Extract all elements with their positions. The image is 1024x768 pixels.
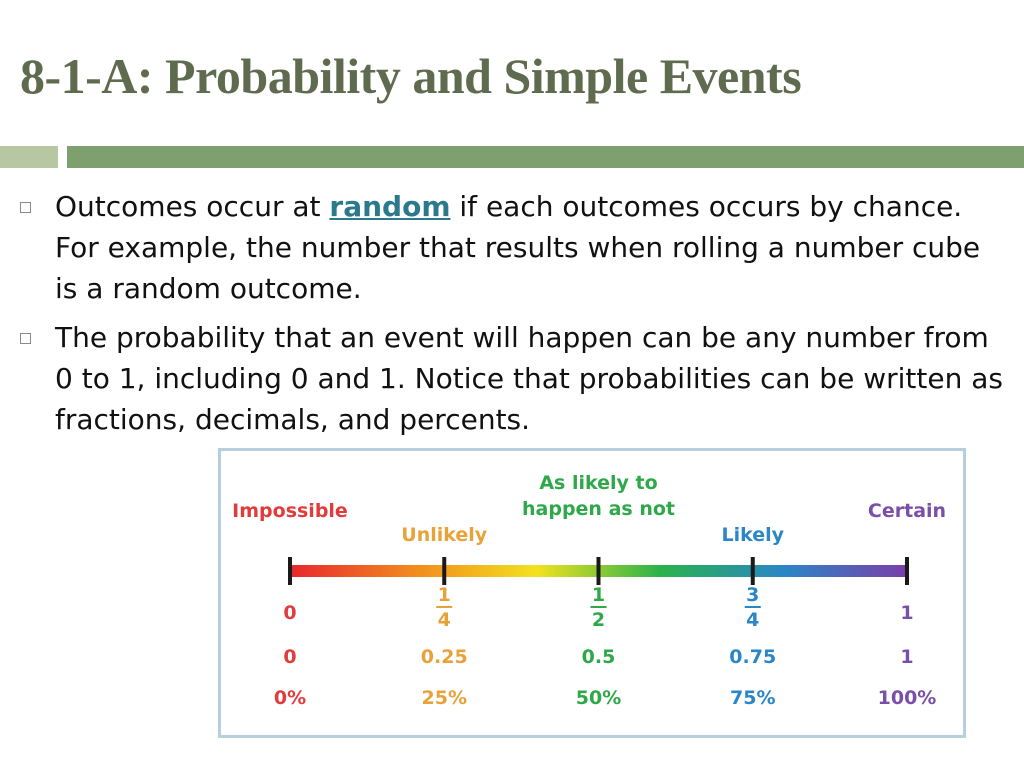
decimal-label-3: 0.75	[729, 646, 776, 668]
probability-scale-figure: Impossible Unlikely As likely to happen as …	[218, 448, 966, 738]
fraction-denominator-2: 2	[592, 609, 605, 631]
fraction-label-4: 1	[900, 602, 913, 624]
percent-label-3: 75%	[730, 687, 775, 709]
likelihood-label-0: Impossible	[232, 500, 348, 522]
likelihood-label-2-line2: happen as not	[522, 498, 675, 520]
fraction-denominator-1: 4	[438, 609, 451, 631]
keyword-random: random	[329, 190, 451, 223]
bullet-item-probability-range: The probability that an event will happe…	[20, 317, 1010, 440]
percent-label-2: 50%	[576, 687, 621, 709]
bullet-text-before: Outcomes occur at	[55, 190, 330, 223]
decimal-label-1: 0.25	[421, 646, 468, 668]
scale-tick-0	[288, 557, 292, 585]
percent-label-4: 100%	[878, 687, 937, 709]
scale-tick-2	[596, 557, 601, 585]
title-divider-short	[0, 146, 58, 168]
bullet-text-after: if each outcomes occurs by chance. For e…	[55, 190, 981, 305]
scale-tick-1	[442, 557, 447, 585]
fraction-numerator-1: 1	[438, 584, 451, 606]
decimal-label-2: 0.5	[582, 646, 616, 668]
slide-title: 8-1-A: Probability and Simple Events	[20, 48, 802, 104]
percent-label-1: 25%	[422, 687, 467, 709]
fraction-numerator-3: 3	[746, 584, 759, 606]
fraction-label-0: 0	[283, 602, 296, 624]
bullet-list: Outcomes occur at random if each outcome…	[20, 186, 1010, 448]
likelihood-label-3: Likely	[721, 524, 784, 546]
decimal-label-0: 0	[283, 646, 296, 668]
likelihood-label-2: As likely to	[539, 472, 657, 494]
percent-label-0: 0%	[274, 687, 306, 709]
decimal-label-4: 1	[900, 646, 913, 668]
fraction-denominator-3: 4	[746, 609, 759, 631]
title-divider-long	[67, 146, 1024, 168]
likelihood-label-4: Certain	[868, 500, 946, 522]
bullet-square-icon	[20, 202, 31, 213]
fraction-numerator-2: 1	[592, 584, 605, 606]
probability-scale-svg: Impossible Unlikely As likely to happen as …	[232, 472, 946, 709]
bullet-text: Outcomes occur at random if each outcome…	[55, 186, 1010, 309]
bullet-item-random: Outcomes occur at random if each outcome…	[20, 186, 1010, 309]
bullet-square-icon	[20, 333, 31, 344]
bullet-text: The probability that an event will happe…	[55, 321, 1003, 436]
scale-tick-4	[905, 557, 909, 585]
likelihood-label-1: Unlikely	[401, 524, 488, 546]
scale-tick-3	[750, 557, 755, 585]
